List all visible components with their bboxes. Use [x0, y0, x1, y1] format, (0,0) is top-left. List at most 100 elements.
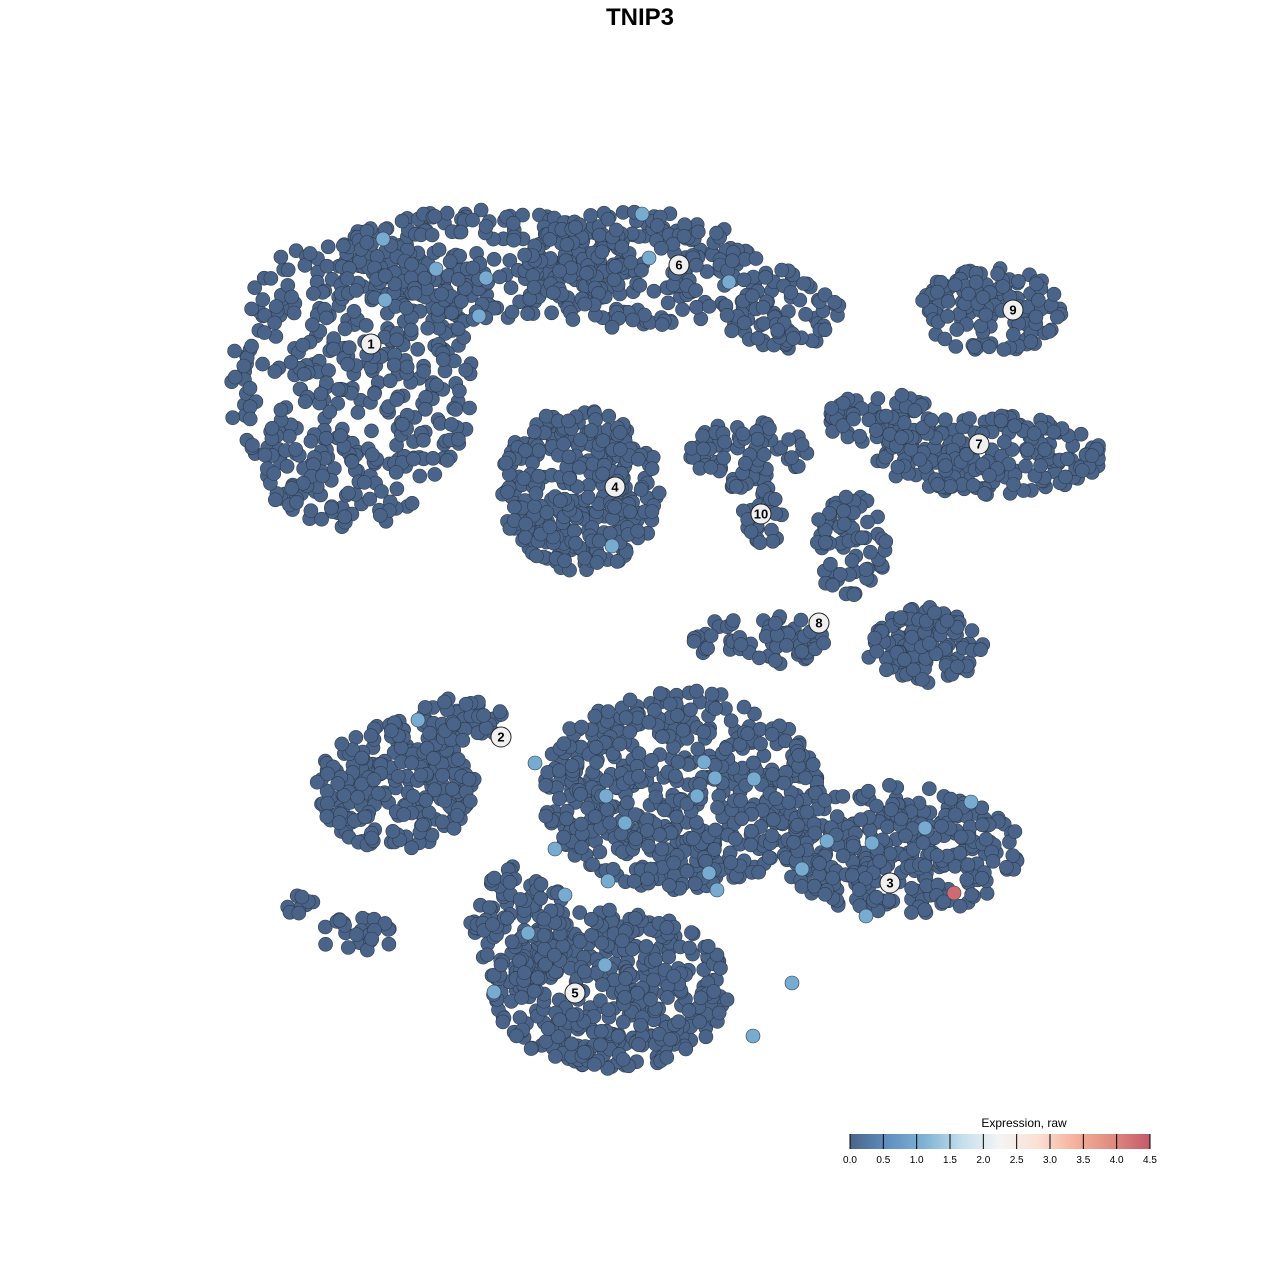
cell-point [286, 305, 302, 321]
cell-point [737, 455, 753, 471]
cell-point [633, 1017, 648, 1033]
cell-point [995, 279, 1011, 294]
cell-point [968, 274, 984, 290]
cell-point [790, 817, 806, 833]
cell-point [1029, 276, 1044, 292]
cell-point [482, 900, 497, 915]
cell-point [736, 315, 752, 331]
cell-point [823, 556, 838, 572]
cell-point [357, 809, 373, 825]
cell-point [659, 920, 675, 935]
cell-point [593, 1037, 608, 1053]
cell-point [350, 789, 366, 805]
cell-point [845, 838, 861, 854]
cell-point [514, 990, 530, 1005]
cell-point [247, 280, 262, 296]
cell-point [606, 272, 622, 288]
cell-point [577, 296, 593, 312]
cell-point [719, 307, 735, 323]
cell-point [688, 283, 704, 298]
cell-point [386, 357, 402, 373]
expressing-cell-point [377, 292, 393, 308]
cell-point [426, 750, 441, 766]
cell-point [940, 308, 955, 324]
cell-point [985, 853, 1001, 869]
cell-point [655, 729, 670, 745]
cell-point [518, 443, 533, 458]
cell-point [263, 271, 279, 286]
cell-point [761, 850, 777, 865]
cell-point [374, 484, 389, 499]
cell-point [332, 912, 348, 928]
cell-point [700, 938, 716, 954]
cell-point [964, 623, 980, 638]
cell-point [660, 990, 675, 1005]
cell-point [644, 504, 660, 519]
cell-point [225, 410, 240, 426]
cell-point [615, 1052, 631, 1067]
expressing-cell-point [641, 250, 657, 266]
cell-point [794, 644, 810, 659]
cell-point [492, 269, 508, 285]
cell-point [817, 793, 833, 808]
cell-point [227, 343, 242, 359]
cell-point [881, 892, 897, 908]
cell-point [786, 331, 801, 346]
cell-point [583, 208, 598, 223]
cell-point [1011, 273, 1026, 289]
expressing-cell-point [547, 841, 563, 857]
cell-point [389, 332, 405, 348]
expressing-cell-point [527, 755, 543, 771]
cluster-label-text: 9 [1009, 303, 1016, 318]
cell-point [417, 270, 433, 286]
cell-point [756, 316, 772, 331]
cell-point [939, 613, 955, 629]
cell-point [493, 957, 509, 973]
cell-point [330, 776, 346, 791]
cell-point [354, 750, 370, 766]
cell-point [917, 858, 933, 874]
cell-point [676, 229, 692, 244]
cell-point [244, 338, 259, 354]
cell-point [734, 811, 750, 827]
cell-point [341, 340, 357, 355]
cell-point [744, 288, 760, 304]
cell-point [690, 224, 706, 240]
cell-point [498, 455, 514, 471]
cell-point [652, 686, 668, 701]
cell-point [416, 432, 431, 448]
cell-point [890, 459, 906, 475]
cell-point [1046, 286, 1062, 302]
cell-point [610, 1028, 626, 1044]
cell-point [612, 425, 628, 440]
cell-point [465, 260, 481, 276]
cell-point [602, 815, 618, 831]
cell-point [979, 886, 995, 901]
cell-point [427, 209, 443, 224]
cell-point [512, 892, 528, 907]
cell-point [517, 965, 532, 980]
expressing-cell-point [819, 833, 835, 849]
cell-point [700, 640, 715, 656]
cell-point [670, 754, 686, 770]
cell-point [289, 494, 304, 510]
cell-point [326, 341, 341, 357]
cell-point [666, 855, 682, 871]
cluster-label-text: 2 [497, 730, 504, 745]
cell-point [745, 755, 761, 771]
cell-point [587, 1057, 602, 1072]
cell-point [640, 871, 655, 887]
cell-point [364, 447, 380, 463]
cell-point [835, 418, 851, 434]
cell-point [389, 392, 405, 407]
cell-point [880, 819, 895, 835]
cell-point [526, 983, 542, 999]
cell-point [439, 205, 455, 221]
cell-point [410, 341, 426, 357]
cell-point [1006, 477, 1021, 492]
cell-point [609, 554, 625, 569]
cell-point [768, 615, 783, 631]
cell-point [689, 683, 704, 699]
cell-point [724, 323, 740, 339]
cell-point [751, 650, 767, 666]
